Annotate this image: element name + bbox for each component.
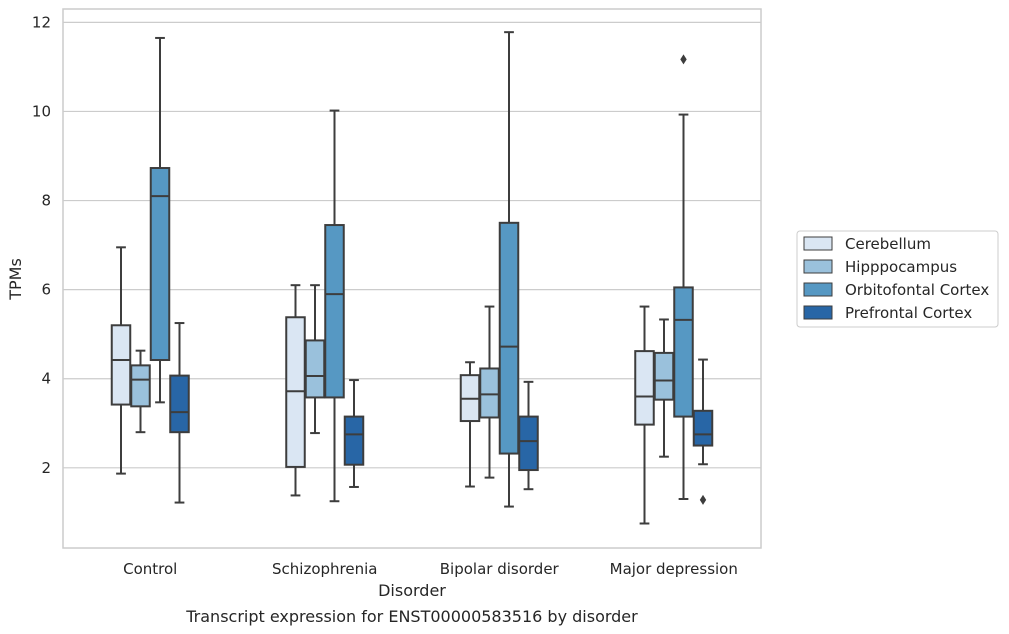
- iqr-box: [634, 350, 655, 426]
- iqr-box: [324, 224, 345, 399]
- x-tick-labels: Control Schizophrenia Bipolar disorder Majo…: [123, 560, 738, 578]
- legend-swatch: [803, 305, 833, 320]
- x-axis-label: Disorder: [378, 581, 446, 600]
- legend: Cerebellum Hipppocampus Orbitofontal Corte…: [796, 230, 999, 328]
- box-orbitofontal-cortex: [324, 109, 345, 503]
- box-hipppocampus: [130, 349, 151, 434]
- box-prefrontal-cortex: [692, 358, 714, 505]
- legend-swatch: [803, 282, 833, 297]
- legend-label: Hipppocampus: [845, 258, 957, 276]
- box-orbitofontal-cortex: [149, 36, 171, 404]
- iqr-box: [130, 364, 151, 408]
- box-cerebellum: [285, 284, 306, 497]
- y-axis-label: TPMs: [6, 258, 25, 301]
- x-tick-label: Bipolar disorder: [440, 560, 560, 578]
- box-prefrontal-cortex: [169, 322, 190, 504]
- iqr-box: [110, 324, 132, 406]
- plot-frame: [62, 8, 762, 549]
- iqr-box: [169, 374, 190, 434]
- legend-frame: [796, 230, 999, 328]
- iqr-box: [304, 339, 326, 399]
- box-cerebellum: [459, 361, 481, 488]
- box-groups: [110, 31, 714, 525]
- box-orbitofontal-cortex: [673, 54, 694, 500]
- iqr-box: [498, 221, 520, 455]
- box-orbitofontal-cortex: [498, 31, 520, 508]
- y-tick-label: 8: [41, 192, 51, 210]
- x-tick-label: Major depression: [610, 560, 738, 578]
- iqr-box: [343, 415, 365, 466]
- box-hipppocampus: [304, 284, 326, 435]
- iqr-box: [518, 415, 539, 472]
- iqr-box: [692, 409, 714, 447]
- legend-swatch: [803, 236, 833, 251]
- outlier-point: [699, 494, 707, 505]
- y-tick-label: 12: [32, 13, 51, 31]
- legend-label: Prefrontal Cortex: [845, 304, 972, 322]
- legend-label: Cerebellum: [845, 235, 931, 253]
- x-tick-label: Control: [123, 560, 177, 578]
- y-tick-label: 10: [32, 102, 51, 120]
- box-cerebellum: [634, 305, 655, 525]
- x-tick-label: Schizophrenia: [272, 560, 377, 578]
- iqr-box: [653, 351, 675, 401]
- y-tick-label: 4: [41, 370, 51, 388]
- chart-caption: Transcript expression for ENST0000058351…: [185, 607, 638, 626]
- y-tick-label: 6: [41, 281, 51, 299]
- box-prefrontal-cortex: [518, 380, 539, 491]
- legend-label: Orbitofontal Cortex: [845, 281, 989, 299]
- iqr-box: [479, 367, 500, 419]
- box-prefrontal-cortex: [343, 379, 365, 488]
- outlier-point: [680, 54, 687, 65]
- y-tick-labels: 2 4 6 8 10 12: [32, 13, 51, 476]
- legend-swatch: [803, 259, 833, 274]
- iqr-box: [149, 167, 171, 362]
- iqr-box: [673, 286, 694, 418]
- y-tick-label: 2: [41, 459, 51, 477]
- box-cerebellum: [110, 246, 132, 475]
